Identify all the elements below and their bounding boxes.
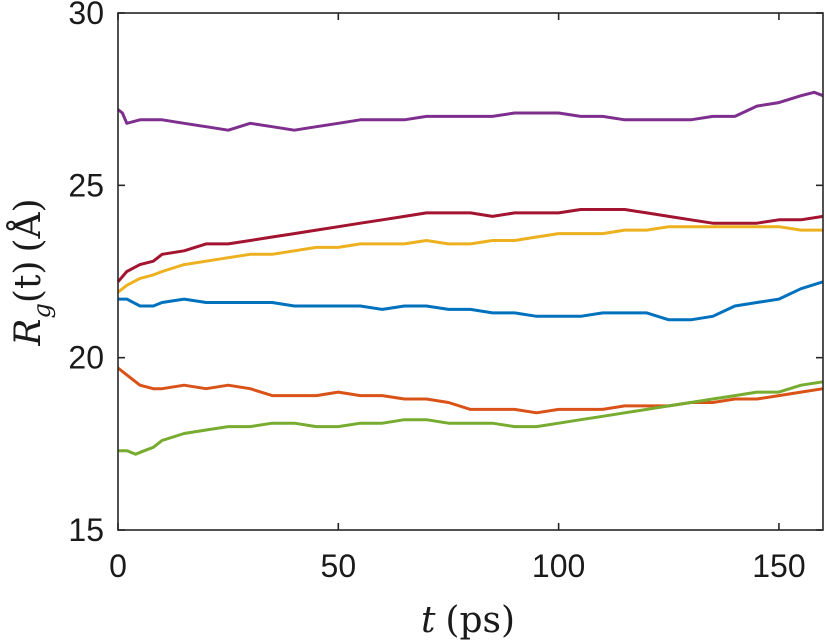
- tick-labels-layer: 0 50 100 150 15 20 25 30: [68, 0, 805, 584]
- y-axis-unit: (Å): [7, 198, 49, 252]
- plot-area-frame: [117, 12, 824, 531]
- x-tick-label: 50: [321, 548, 357, 584]
- ticks-layer: [117, 12, 823, 531]
- y-axis-subscript: g: [28, 303, 56, 318]
- x-tick-label: 150: [752, 548, 805, 584]
- x-axis-unit: (ps): [445, 600, 515, 641]
- x-tick-label: 100: [532, 548, 585, 584]
- y-axis-title: Rg(t) (Å): [7, 198, 56, 346]
- y-tick-label: 30: [68, 0, 104, 31]
- x-axis-variable: t: [421, 600, 436, 641]
- series-line-3: [117, 225, 823, 294]
- y-axis-variable: R: [8, 318, 49, 346]
- series-line-4: [118, 280, 824, 322]
- x-axis-title: t (ps): [421, 600, 515, 641]
- series-layer: [116, 90, 824, 456]
- series-line-5: [117, 366, 824, 415]
- y-tick-label: 15: [68, 512, 104, 548]
- series-line-2: [116, 208, 824, 283]
- y-axis-argument: (t): [8, 261, 49, 304]
- y-tick-label: 25: [68, 167, 104, 203]
- series-line-1: [117, 90, 824, 132]
- series-line-6: [118, 380, 824, 456]
- y-tick-label: 20: [68, 340, 104, 376]
- x-tick-label: 0: [109, 548, 127, 584]
